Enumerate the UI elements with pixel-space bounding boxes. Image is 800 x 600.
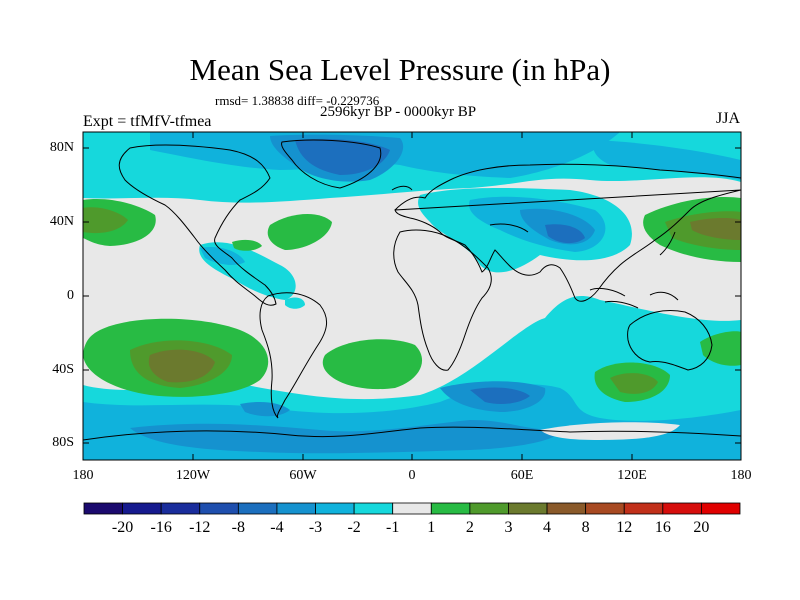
contour-southern-deep [130, 420, 560, 454]
colorbar-label: -12 [189, 519, 211, 536]
colorbar-label: -16 [150, 519, 172, 536]
contour-asia-core [545, 224, 585, 244]
y-tick-label: 40S [52, 362, 74, 377]
y-tick-label: 40N [49, 214, 74, 229]
stats-label: rmsd= 1.38838 diff= -0.229736 [215, 93, 380, 108]
coastlines [83, 139, 741, 441]
colorbar-box [508, 502, 548, 515]
colorbar-box [585, 502, 625, 515]
axis-ticks [83, 132, 741, 460]
contour-north-pacific-east-high-inner [690, 218, 741, 240]
x-tick-label: 180 [730, 468, 752, 483]
colorbar-label: 8 [581, 519, 590, 536]
contour-caribbean-high [232, 239, 262, 251]
contour-south-atlantic-high [322, 339, 423, 390]
colorbar-box [469, 502, 509, 515]
colorbar-box [353, 502, 394, 515]
colorbar-label: 16 [654, 519, 671, 536]
colorbar-label: 1 [427, 519, 436, 536]
contour-greenland-inner [295, 138, 390, 175]
contour-siberia [593, 140, 741, 180]
greenland-coast [281, 139, 382, 189]
contour-north-pacific-west-high-inner [83, 207, 128, 234]
colorbar-label: -20 [111, 519, 134, 536]
colorbar-box [315, 502, 355, 515]
south-america-coast [259, 292, 327, 419]
x-tick-label: 180 [72, 468, 94, 483]
contour-field [83, 132, 741, 460]
colorbar-box [623, 502, 664, 515]
colorbar-label: -1 [386, 519, 400, 536]
north-america-coast [118, 144, 277, 306]
colorbar-box [160, 502, 201, 515]
colorbar-box [237, 502, 278, 515]
colorbar [83, 502, 741, 515]
colorbar-label: 20 [693, 519, 710, 536]
africa-coast [393, 229, 492, 371]
contour-south-pacific-high-inner [148, 349, 215, 383]
colorbar-box [122, 502, 162, 515]
experiment-label: Expt = tfMfV-tfmea [83, 113, 212, 130]
colorbar-label: 2 [465, 519, 474, 536]
colorbar-box [546, 502, 587, 515]
contour-indian-ocean-high-inner [610, 373, 658, 394]
colorbar-box [276, 502, 316, 515]
colorbar-label: 4 [543, 519, 552, 536]
contour-amazon [285, 297, 305, 309]
colorbar-box [392, 502, 432, 515]
colorbar-box [199, 502, 239, 515]
maritime-asia-coast [589, 231, 679, 309]
x-tick-label: 60E [510, 468, 534, 483]
colorbar-label: -4 [270, 519, 284, 536]
map-title: Mean Sea Level Pressure (in hPa) [189, 52, 611, 87]
y-tick-label: 0 [67, 288, 74, 303]
contour-atlantic-high [267, 214, 332, 250]
colorbar-box [701, 502, 741, 515]
season-label: JJA [716, 110, 741, 127]
colorbar-label: 3 [504, 519, 513, 536]
colorbar-label: -2 [347, 519, 361, 536]
x-tick-label: 60W [289, 468, 317, 483]
colorbar-box [83, 502, 123, 515]
contour-south-atlantic-core [470, 387, 530, 404]
colorbar-label: -3 [308, 519, 323, 536]
x-tick-label: 120E [617, 468, 647, 483]
y-tick-label: 80S [52, 435, 74, 450]
colorbar-label: -8 [231, 519, 245, 536]
colorbar-box [430, 502, 471, 515]
colorbar-box [662, 502, 702, 515]
y-tick-label: 80N [49, 140, 74, 155]
colorbar-label: 12 [616, 519, 633, 536]
inland-coast [391, 185, 529, 233]
australia-coast [627, 310, 713, 371]
x-tick-label: 0 [408, 468, 416, 483]
period-subtitle: 2596kyr BP - 0000kyr BP [320, 104, 477, 120]
contour-pacific-south-low [240, 402, 290, 417]
antarctica-coast [83, 426, 741, 441]
x-tick-label: 120W [175, 468, 211, 483]
contour-tasman-high [700, 331, 741, 366]
